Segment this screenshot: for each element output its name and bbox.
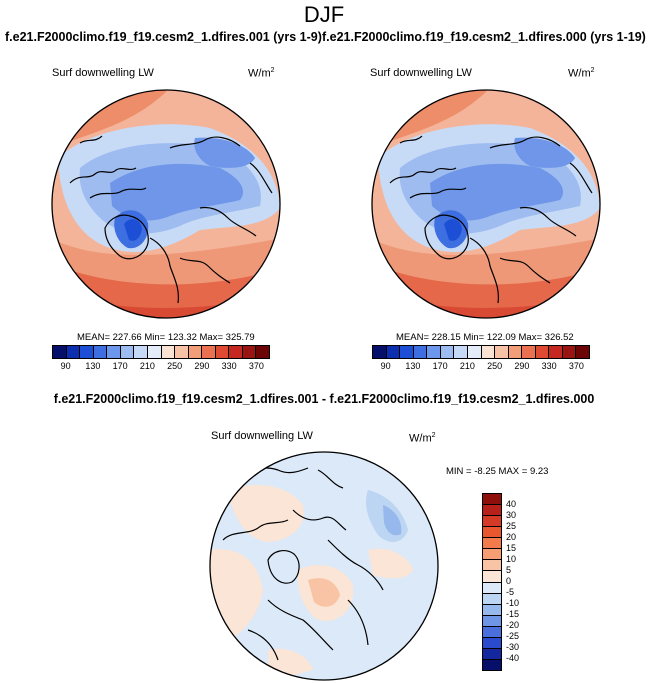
colorbar-swatch bbox=[215, 346, 230, 358]
colorbar-tick-label: 290 bbox=[514, 361, 530, 371]
colorbar-swatch bbox=[147, 346, 162, 358]
colorbar-swatch bbox=[576, 346, 589, 358]
colorbar-swatch bbox=[483, 637, 501, 649]
polar-map-right bbox=[371, 89, 601, 319]
colorbar-swatch bbox=[483, 615, 501, 627]
colorbar-swatch bbox=[483, 494, 501, 506]
colorbar-swatch bbox=[120, 346, 135, 358]
colorbar-swatch bbox=[66, 346, 81, 358]
units-label-diff: W/m2 bbox=[409, 432, 436, 445]
colorbar-tick-label: 10 bbox=[506, 554, 517, 564]
colorbar-swatch bbox=[549, 346, 563, 358]
colorbar-swatch bbox=[107, 346, 121, 358]
colorbar-swatch bbox=[161, 346, 176, 358]
colorbar-swatch bbox=[483, 659, 501, 670]
colorbar-tick-label: 250 bbox=[167, 361, 183, 371]
colorbar-tick-label: 0 bbox=[506, 576, 512, 586]
colorbar-swatch bbox=[483, 560, 501, 572]
colorbar-swatch bbox=[440, 346, 455, 358]
colorbar-swatch bbox=[562, 346, 577, 358]
polar-map-left bbox=[51, 89, 281, 319]
colorbar-swatch bbox=[413, 346, 428, 358]
colorbar-tick-label: 25 bbox=[506, 521, 517, 531]
colorbar-tick-label: -40 bbox=[506, 653, 520, 663]
colorbar-swatch bbox=[256, 346, 269, 358]
colorbar-tick-label: 170 bbox=[112, 361, 128, 371]
colorbar-swatch bbox=[134, 346, 148, 358]
colorbar-swatch bbox=[483, 516, 501, 528]
variable-label-diff: Surf downwelling LW bbox=[211, 430, 313, 442]
colorbar-swatch bbox=[229, 346, 243, 358]
colorbar-swatch bbox=[400, 346, 414, 358]
colorbar-tick-label: 20 bbox=[506, 532, 517, 542]
colorbar-tick-label: 330 bbox=[541, 361, 557, 371]
colorbar-tick-label: 290 bbox=[194, 361, 210, 371]
colorbar-swatch bbox=[386, 346, 401, 358]
colorbar-swatch bbox=[373, 346, 387, 358]
variable-label-right: Surf downwelling LW bbox=[370, 67, 472, 79]
colorbar-tick-label: 30 bbox=[506, 510, 517, 520]
stats-right: MEAN= 228.15 Min= 122.09 Max= 326.52 bbox=[396, 332, 574, 343]
colorbar-swatch bbox=[483, 582, 501, 594]
colorbar-tick-label: -10 bbox=[506, 598, 520, 608]
colorbar-swatch bbox=[483, 538, 501, 550]
colorbar-swatch bbox=[242, 346, 257, 358]
colorbar-tick-label: 40 bbox=[506, 499, 517, 509]
colorbar-swatch bbox=[481, 346, 496, 358]
polar-map-diff bbox=[209, 451, 439, 681]
units-label-left: W/m2 bbox=[248, 67, 275, 80]
colorbar-swatch bbox=[427, 346, 441, 358]
colorbar-tick-label: -30 bbox=[506, 642, 520, 652]
colorbar-swatch bbox=[483, 626, 501, 638]
stats-left: MEAN= 227.66 Min= 123.32 Max= 325.79 bbox=[77, 332, 255, 343]
colorbar-tick-label: 210 bbox=[139, 361, 155, 371]
units-label-right: W/m2 bbox=[568, 67, 595, 80]
colorbar-swatch bbox=[508, 346, 523, 358]
colorbar-left: 90 130 170 210 250 290 330 370 bbox=[52, 345, 270, 373]
colorbar-swatch bbox=[175, 346, 189, 358]
case-title-left: f.e21.F2000climo.f19_f19.cesm2_1.dfires.… bbox=[5, 30, 322, 44]
colorbar-tick-label: 210 bbox=[459, 361, 475, 371]
colorbar-tick-label: 370 bbox=[248, 361, 264, 371]
colorbar-tick-label: 170 bbox=[432, 361, 448, 371]
colorbar-swatch bbox=[483, 571, 501, 583]
colorbar-tick-label: -20 bbox=[506, 620, 520, 630]
colorbar-swatch bbox=[93, 346, 108, 358]
colorbar-tick-label: 130 bbox=[85, 361, 101, 371]
colorbar-swatch bbox=[535, 346, 550, 358]
stats-diff: MIN = -8.25 MAX = 9.23 bbox=[446, 466, 549, 477]
colorbar-swatch bbox=[483, 549, 501, 561]
colorbar-tick-label: 250 bbox=[487, 361, 503, 371]
case-title-right: f.e21.F2000climo.f19_f19.cesm2_1.dfires.… bbox=[322, 30, 646, 44]
colorbar-swatch bbox=[495, 346, 509, 358]
page-title: DJF bbox=[303, 2, 345, 27]
colorbar-tick-label: 370 bbox=[568, 361, 584, 371]
colorbar-swatch bbox=[483, 527, 501, 539]
variable-label-left: Surf downwelling LW bbox=[52, 67, 154, 79]
colorbar-tick-label: 90 bbox=[60, 361, 71, 371]
colorbar-swatch bbox=[53, 346, 67, 358]
colorbar-diff: 40 30 25 20 15 10 5 0 -5 -10 -15 -20 -25 -30 -40 bbox=[482, 493, 542, 671]
colorbar-swatch bbox=[483, 604, 501, 616]
colorbar-swatch bbox=[483, 593, 501, 605]
colorbar-swatch bbox=[188, 346, 203, 358]
colorbar-swatch bbox=[80, 346, 94, 358]
colorbar-swatch bbox=[522, 346, 536, 358]
colorbar-tick-label: -25 bbox=[506, 631, 520, 641]
colorbar-swatch bbox=[483, 648, 501, 660]
colorbar-tick-label: 15 bbox=[506, 543, 517, 553]
colorbar-swatch bbox=[202, 346, 216, 358]
colorbar-tick-label: 130 bbox=[405, 361, 421, 371]
colorbar-swatch bbox=[454, 346, 468, 358]
colorbar-tick-label: 90 bbox=[380, 361, 391, 371]
colorbar-tick-label: 5 bbox=[506, 565, 512, 575]
colorbar-tick-label: -5 bbox=[506, 587, 515, 597]
colorbar-tick-label: -15 bbox=[506, 609, 520, 619]
diff-title: f.e21.F2000climo.f19_f19.cesm2_1.dfires.… bbox=[53, 392, 595, 406]
colorbar-tick-label: 330 bbox=[221, 361, 237, 371]
colorbar-swatch bbox=[483, 505, 501, 517]
colorbar-right: 90 130 170 210 250 290 330 370 bbox=[372, 345, 590, 373]
colorbar-swatch bbox=[467, 346, 482, 358]
